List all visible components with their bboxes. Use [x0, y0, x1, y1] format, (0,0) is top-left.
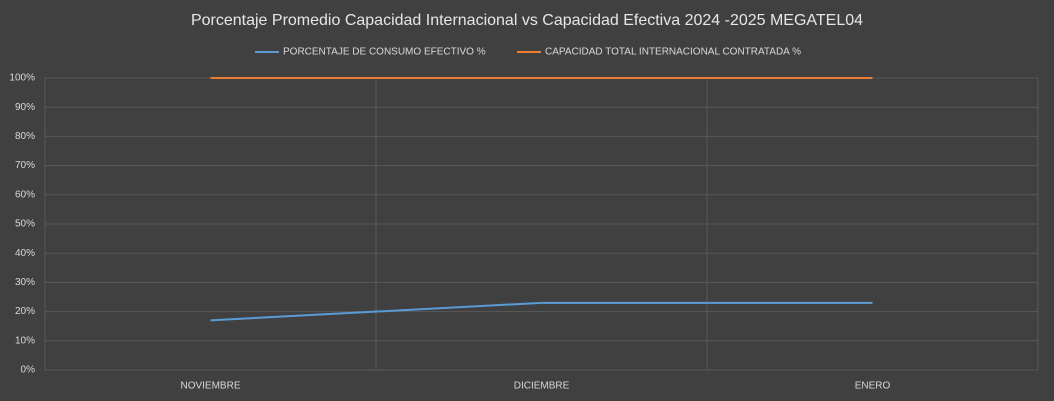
x-tick-label: NOVIEMBRE — [180, 381, 240, 392]
y-tick-label: 70% — [15, 160, 35, 171]
legend-label: CAPACIDAD TOTAL INTERNACIONAL CONTRATADA… — [545, 47, 801, 58]
y-tick-label: 10% — [15, 335, 35, 346]
y-tick-label: 20% — [15, 306, 35, 317]
y-tick-label: 90% — [15, 102, 35, 113]
y-tick-label: 100% — [9, 73, 35, 84]
y-tick-label: 80% — [15, 131, 35, 142]
y-tick-label: 0% — [21, 365, 36, 376]
x-tick-label: DICIEMBRE — [514, 381, 570, 392]
legend-label: PORCENTAJE DE CONSUMO EFECTIVO % — [283, 47, 486, 58]
chart-title: Porcentaje Promedio Capacidad Internacio… — [191, 12, 863, 29]
y-tick-label: 50% — [15, 219, 35, 230]
y-tick-label: 40% — [15, 248, 35, 259]
series-line — [210, 301, 873, 322]
y-tick-label: 30% — [15, 277, 35, 288]
x-tick-label: ENERO — [855, 381, 891, 392]
y-tick-label: 60% — [15, 189, 35, 200]
